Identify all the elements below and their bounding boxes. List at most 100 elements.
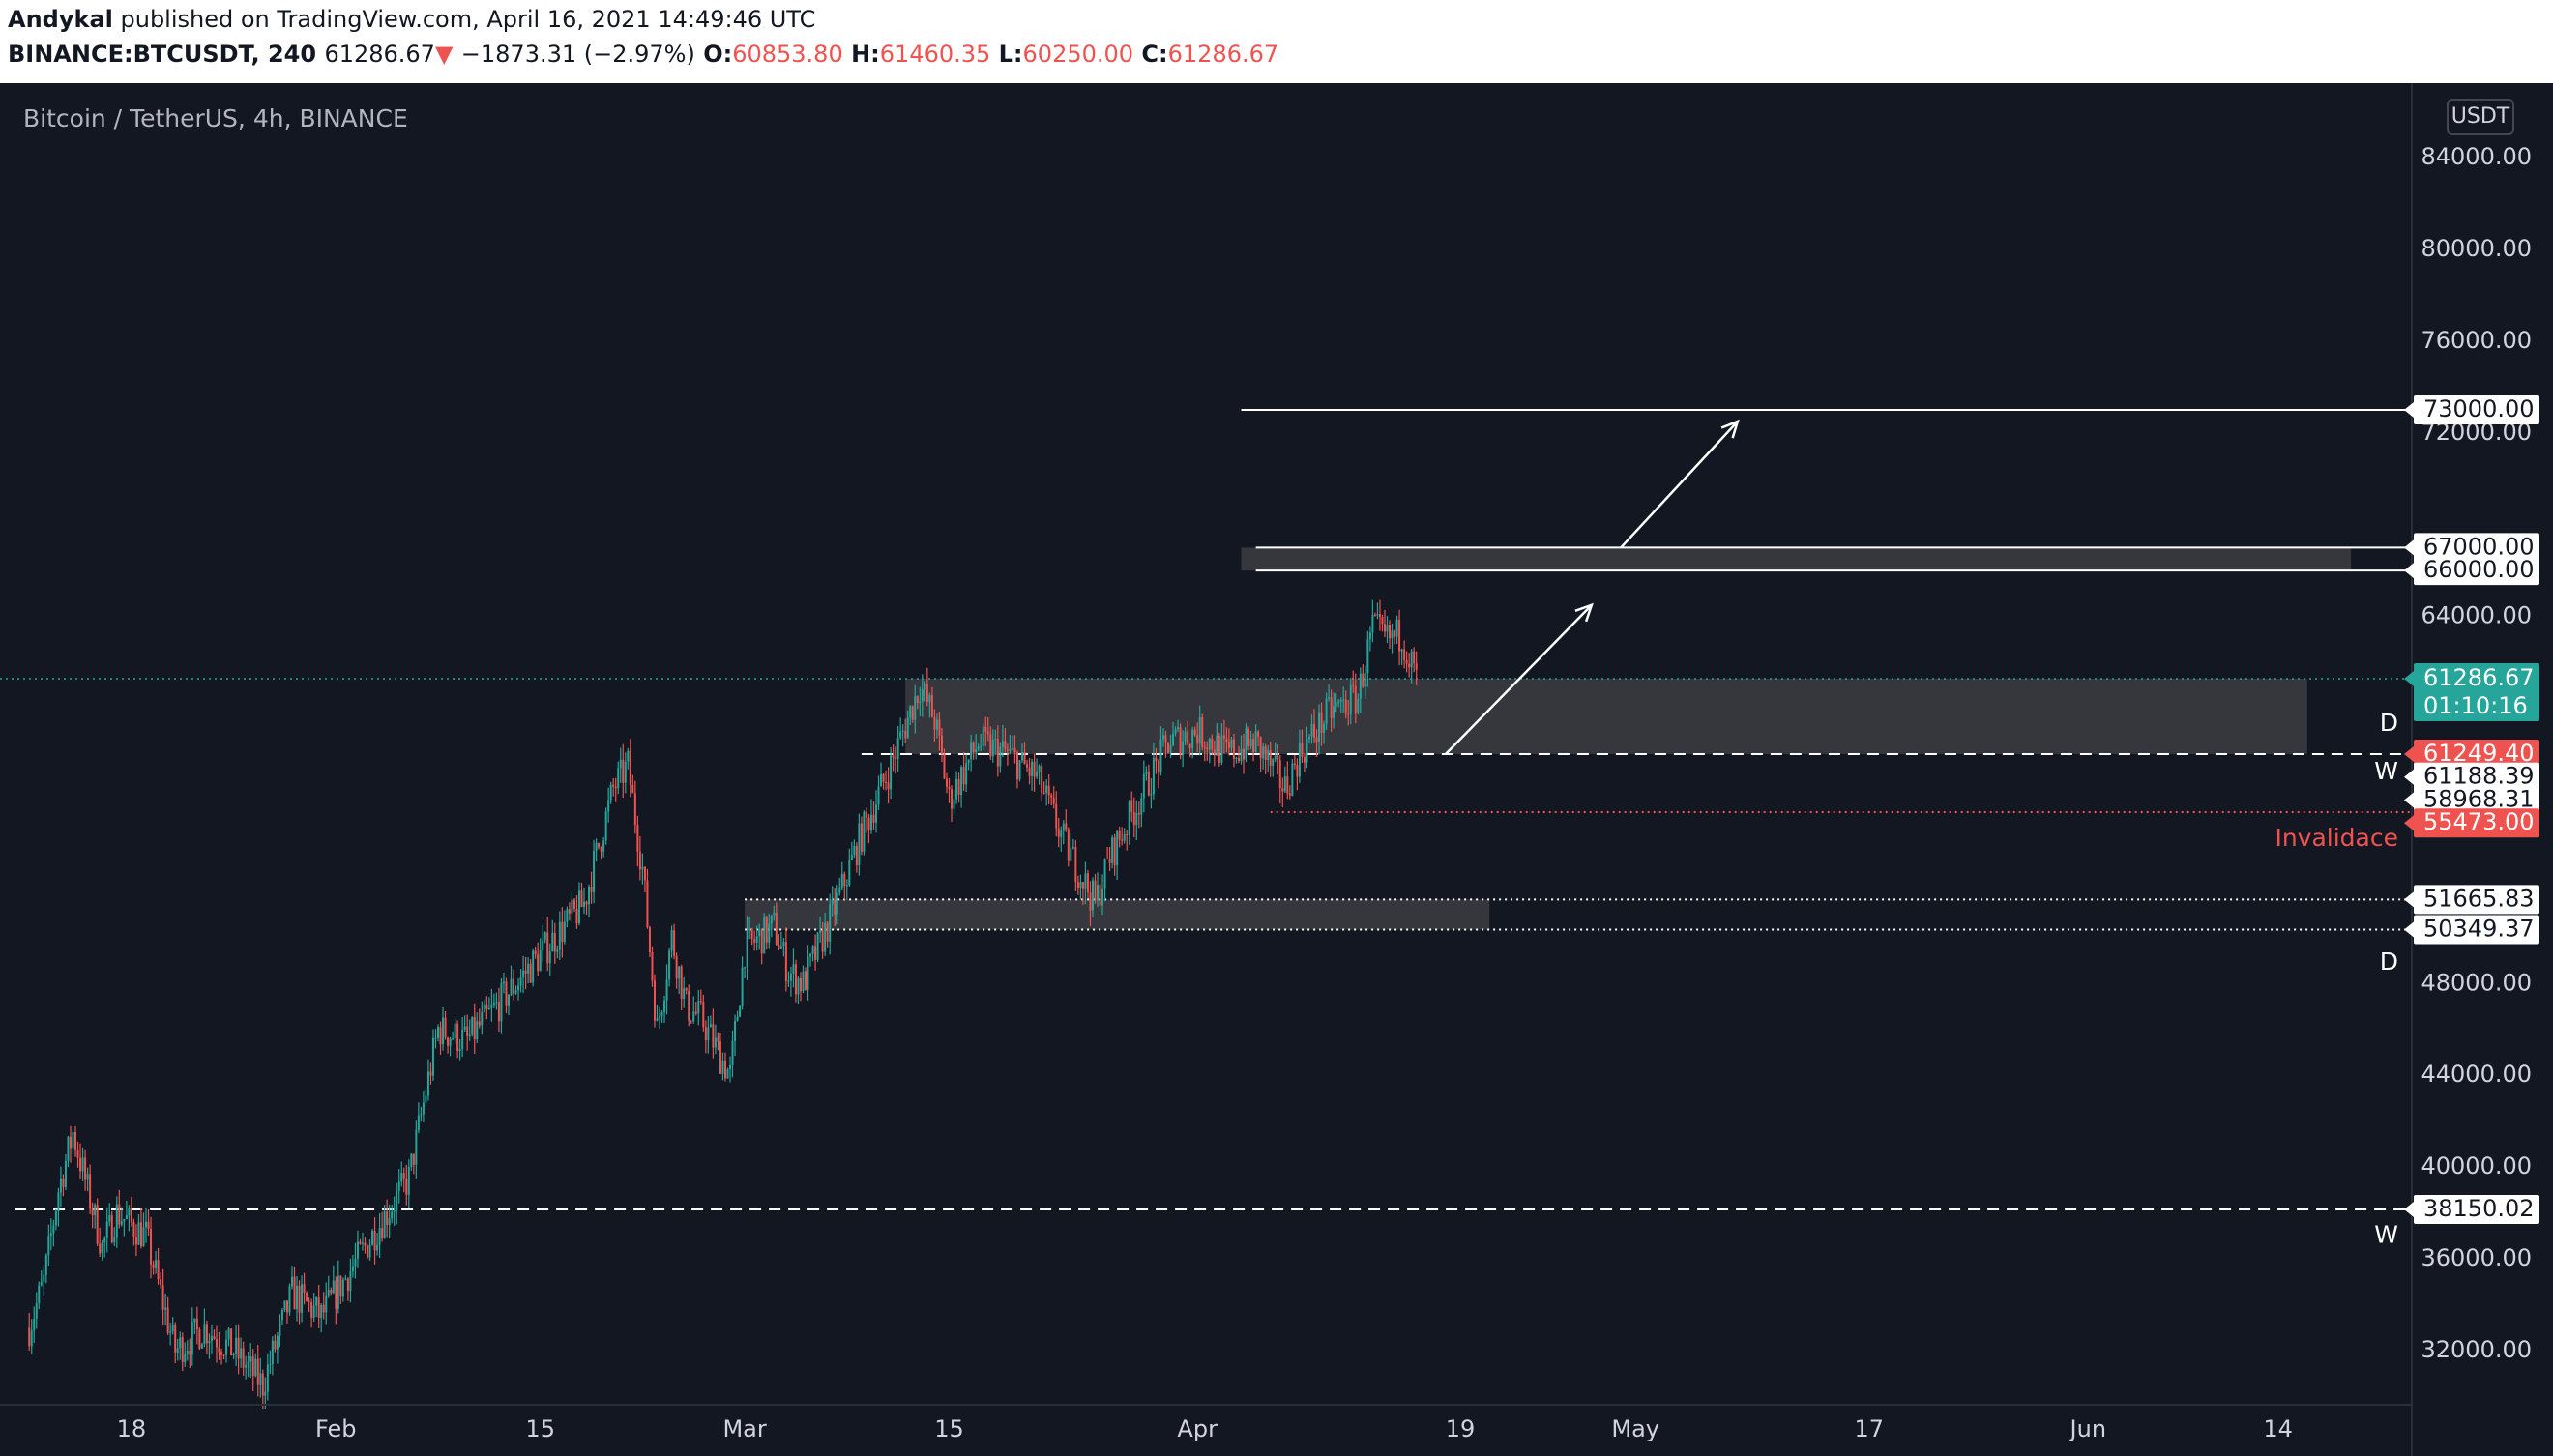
candle-body <box>64 1160 67 1187</box>
candle <box>558 911 561 961</box>
candle <box>422 1090 425 1122</box>
candle <box>452 1031 455 1041</box>
candle-body <box>1247 728 1250 746</box>
symbol-name[interactable]: BINANCE:BTCUSDT, 240 <box>8 41 317 68</box>
candle <box>551 919 554 952</box>
candle <box>659 1006 661 1029</box>
candle <box>517 978 520 1001</box>
candle <box>773 905 776 921</box>
candle <box>1033 753 1036 792</box>
candle <box>600 846 602 860</box>
candle-body <box>1235 757 1238 759</box>
candle <box>346 1277 349 1301</box>
candle-body <box>410 1153 413 1168</box>
symbol-line: BINANCE:BTCUSDT, 240 61286.67▼ −1873.31 … <box>8 41 1278 68</box>
candle <box>797 976 800 1005</box>
candle <box>490 988 493 1022</box>
candle-body <box>463 1026 466 1031</box>
candle-body <box>678 966 681 979</box>
candle <box>30 1319 33 1355</box>
candle-body <box>1184 731 1187 742</box>
candle-body <box>1187 731 1189 744</box>
candle <box>266 1353 269 1401</box>
currency-badge[interactable]: USDT <box>2447 99 2514 135</box>
candle-body <box>1145 771 1148 774</box>
candle-body <box>28 1327 31 1347</box>
candle-body <box>904 730 907 739</box>
candle-body <box>957 778 960 795</box>
arrow-head <box>1720 419 1740 439</box>
candle <box>373 1217 376 1265</box>
candle-body <box>1042 792 1045 794</box>
candle <box>492 993 495 1008</box>
candle-body <box>1339 699 1342 702</box>
candle <box>924 681 926 702</box>
candle <box>1042 781 1045 795</box>
candle-body <box>378 1228 381 1245</box>
candle <box>1067 827 1070 867</box>
candle <box>919 686 922 716</box>
candle-body <box>193 1318 196 1323</box>
author-name[interactable]: Andykal <box>8 6 113 33</box>
candle <box>261 1369 264 1409</box>
candle-body <box>534 950 537 955</box>
candle-body <box>330 1290 333 1294</box>
candle-body <box>787 980 790 982</box>
candle-body <box>940 735 943 754</box>
candle-body <box>1118 830 1121 840</box>
candle <box>186 1340 189 1361</box>
candle-body <box>1357 698 1360 713</box>
candle <box>391 1204 394 1224</box>
candle-body <box>577 890 580 924</box>
candle <box>155 1250 158 1274</box>
candle <box>291 1266 293 1290</box>
candle <box>880 762 883 787</box>
candle <box>982 723 984 750</box>
candle <box>213 1329 216 1341</box>
candle <box>951 785 954 822</box>
candle <box>130 1197 132 1227</box>
candle <box>819 917 822 943</box>
candle <box>1013 735 1016 764</box>
candle-body <box>563 921 566 942</box>
candle <box>312 1293 315 1322</box>
candle-body <box>641 866 644 870</box>
chart-area[interactable]: D W Invalidace D W 32000.00 36000.00 40000.00 44… <box>0 83 2553 1456</box>
candle <box>663 995 666 1024</box>
candle-body <box>279 1319 281 1336</box>
candle <box>1335 693 1337 713</box>
candle-body <box>30 1330 33 1347</box>
candle <box>251 1349 254 1391</box>
candle <box>1152 743 1155 800</box>
candle-body <box>481 1011 484 1026</box>
candle-body <box>668 950 671 980</box>
candle <box>444 1010 447 1040</box>
candle-body <box>651 952 654 981</box>
candle <box>802 965 805 994</box>
candle-body <box>1240 748 1243 761</box>
candle-body <box>1052 797 1055 804</box>
candle-body <box>792 964 795 974</box>
candle <box>198 1327 201 1351</box>
candle-body <box>863 811 866 852</box>
price-chart[interactable]: DWInvalidaceDW32000.0036000.0040000.0044… <box>0 83 2553 1456</box>
candle <box>882 772 885 790</box>
candle <box>420 1106 423 1122</box>
candle <box>794 959 797 1003</box>
candle-body <box>210 1336 213 1341</box>
candle-body <box>383 1211 386 1239</box>
candle-body <box>1394 630 1396 637</box>
candle-body <box>1320 712 1323 733</box>
candle <box>1164 730 1167 758</box>
candle <box>739 1005 742 1018</box>
candle-body <box>69 1136 72 1149</box>
candle <box>758 923 761 950</box>
candle <box>125 1201 128 1220</box>
candle <box>461 1016 464 1058</box>
candle <box>1323 720 1326 744</box>
candle-body <box>624 761 627 783</box>
candle-body <box>361 1242 364 1244</box>
candle <box>957 772 960 803</box>
candle <box>1400 648 1403 665</box>
candle-body <box>680 966 683 1000</box>
